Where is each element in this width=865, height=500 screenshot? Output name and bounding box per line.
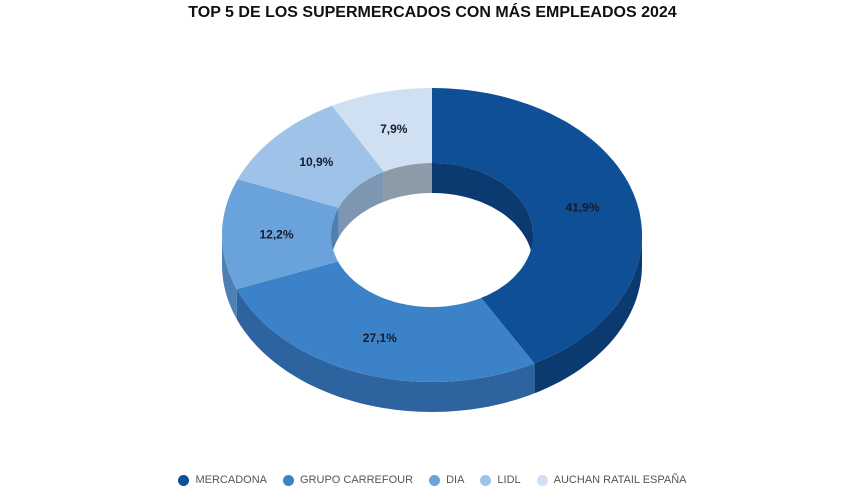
chart-title: TOP 5 DE LOS SUPERMERCADOS CON MÁS EMPLE… [188, 4, 677, 21]
legend-marker-icon [178, 474, 190, 486]
data-label: 12,2% [259, 227, 293, 241]
data-label: 41,9% [565, 200, 599, 214]
legend-item[interactable]: LIDL [480, 474, 521, 486]
slice-outer-wall [534, 235, 642, 394]
legend-label: AUCHAN RATAIL ESPAÑA [553, 474, 687, 486]
legend-item[interactable]: AUCHAN RATAIL ESPAÑA [536, 474, 687, 486]
slice-dia [222, 179, 339, 290]
slice-lidl [237, 105, 384, 208]
legend-label: GRUPO CARREFOUR [300, 474, 414, 486]
donut-chart: 41,9% 27,1% 12,2% 10,9% 7,9% [222, 88, 642, 412]
legend-marker-icon [480, 474, 492, 486]
legend-item[interactable]: GRUPO CARREFOUR [283, 474, 413, 486]
legend-marker-icon [429, 474, 441, 486]
slice-grupo-carrefour [236, 261, 535, 382]
slice-outer-wall [236, 289, 535, 412]
legend-item[interactable]: DIA [429, 474, 464, 486]
slice-outer-wall [222, 235, 237, 320]
legend-marker-icon [283, 474, 294, 486]
slice-inner-wall [432, 163, 533, 265]
slice-inner-wall [383, 163, 432, 202]
legend-label: MERCADONA [195, 474, 267, 486]
slice-mercadona [432, 88, 642, 364]
legend: MERCADONA GRUPO CARREFOUR DIA LIDL AUCHAN RA… [0, 474, 865, 486]
legend-label: LIDL [497, 474, 521, 486]
legend-marker-icon [536, 474, 548, 486]
slice-inner-wall [338, 171, 384, 238]
slice-auchan-ratail-espa-a [332, 88, 432, 172]
data-label: 7,9% [380, 122, 408, 136]
data-label: 27,1% [363, 331, 397, 345]
data-label: 10,9% [299, 155, 333, 169]
legend-item[interactable]: MERCADONA [178, 474, 267, 486]
legend-label: DIA [446, 474, 465, 486]
